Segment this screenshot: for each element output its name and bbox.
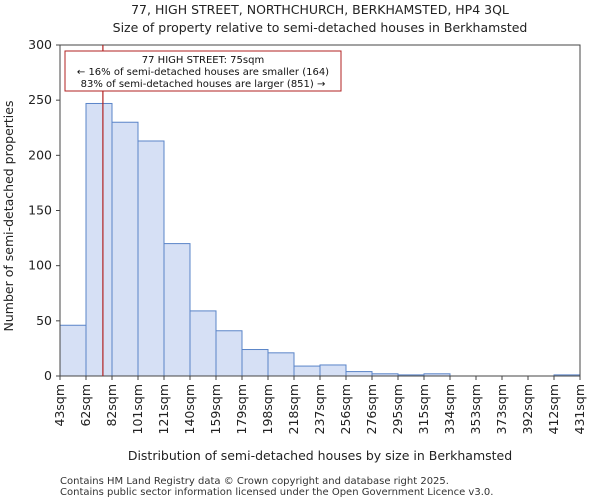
histogram-chart: 77, HIGH STREET, NORTHCHURCH, BERKHAMSTE… [0, 0, 600, 500]
y-tick-label: 200 [28, 147, 52, 162]
x-tick-label: 353sqm [468, 384, 483, 434]
bars-group [60, 103, 580, 376]
bar-62sqm [86, 103, 112, 376]
x-tick-label: 256sqm [338, 384, 353, 434]
bar-121sqm [164, 244, 190, 376]
x-tick-label: 392sqm [520, 384, 535, 434]
x-tick-label: 334sqm [442, 384, 457, 434]
x-axis-ticks: 43sqm 62sqm 82sqm 101sqm 121sqm 140sqm 159sqm 1… [52, 376, 587, 434]
x-tick-label: 315sqm [416, 384, 431, 434]
bar-43sqm [60, 325, 86, 376]
annotation-line-1: 77 HIGH STREET: 75sqm [142, 55, 264, 66]
bar-198sqm [268, 353, 294, 376]
footer-line-1: Contains HM Land Registry data © Crown c… [60, 476, 449, 487]
x-tick-label: 179sqm [234, 384, 249, 434]
y-tick-label: 150 [28, 203, 52, 218]
bar-159sqm [216, 331, 242, 376]
x-tick-label: 101sqm [130, 384, 145, 434]
x-tick-label: 121sqm [156, 384, 171, 434]
y-tick-label: 50 [36, 313, 52, 328]
y-axis-ticks: 0 50 100 150 200 250 300 [28, 37, 60, 383]
x-tick-label: 276sqm [364, 384, 379, 434]
x-tick-label: 62sqm [78, 384, 93, 427]
annotation-line-2: ← 16% of semi-detached houses are smalle… [77, 67, 329, 78]
footer-line-2: Contains public sector information licen… [60, 487, 493, 498]
y-tick-label: 0 [44, 368, 52, 383]
bar-237sqm [320, 365, 346, 376]
x-tick-label: 295sqm [390, 384, 405, 434]
bar-179sqm [242, 350, 268, 376]
x-tick-label: 43sqm [52, 384, 67, 427]
x-tick-label: 159sqm [208, 384, 223, 434]
x-tick-label: 431sqm [572, 384, 587, 434]
chart-title: 77, HIGH STREET, NORTHCHURCH, BERKHAMSTE… [131, 2, 509, 17]
y-tick-label: 300 [28, 37, 52, 52]
y-tick-label: 100 [28, 258, 52, 273]
chart-subtitle: Size of property relative to semi-detach… [113, 20, 528, 35]
bar-256sqm [346, 372, 372, 376]
x-tick-label: 373sqm [494, 384, 509, 434]
x-tick-label: 218sqm [286, 384, 301, 434]
bar-140sqm [190, 311, 216, 376]
x-tick-label: 82sqm [104, 384, 119, 427]
x-tick-label: 237sqm [312, 384, 327, 434]
x-tick-label: 198sqm [260, 384, 275, 434]
y-tick-label: 250 [28, 92, 52, 107]
x-axis-label: Distribution of semi-detached houses by … [128, 448, 512, 463]
y-axis-label: Number of semi-detached properties [1, 101, 16, 332]
bar-101sqm [138, 141, 164, 376]
bar-82sqm [112, 122, 138, 376]
x-tick-label: 140sqm [182, 384, 197, 434]
x-tick-label: 412sqm [546, 384, 561, 434]
bar-218sqm [294, 366, 320, 376]
annotation-line-3: 83% of semi-detached houses are larger (… [81, 79, 326, 90]
